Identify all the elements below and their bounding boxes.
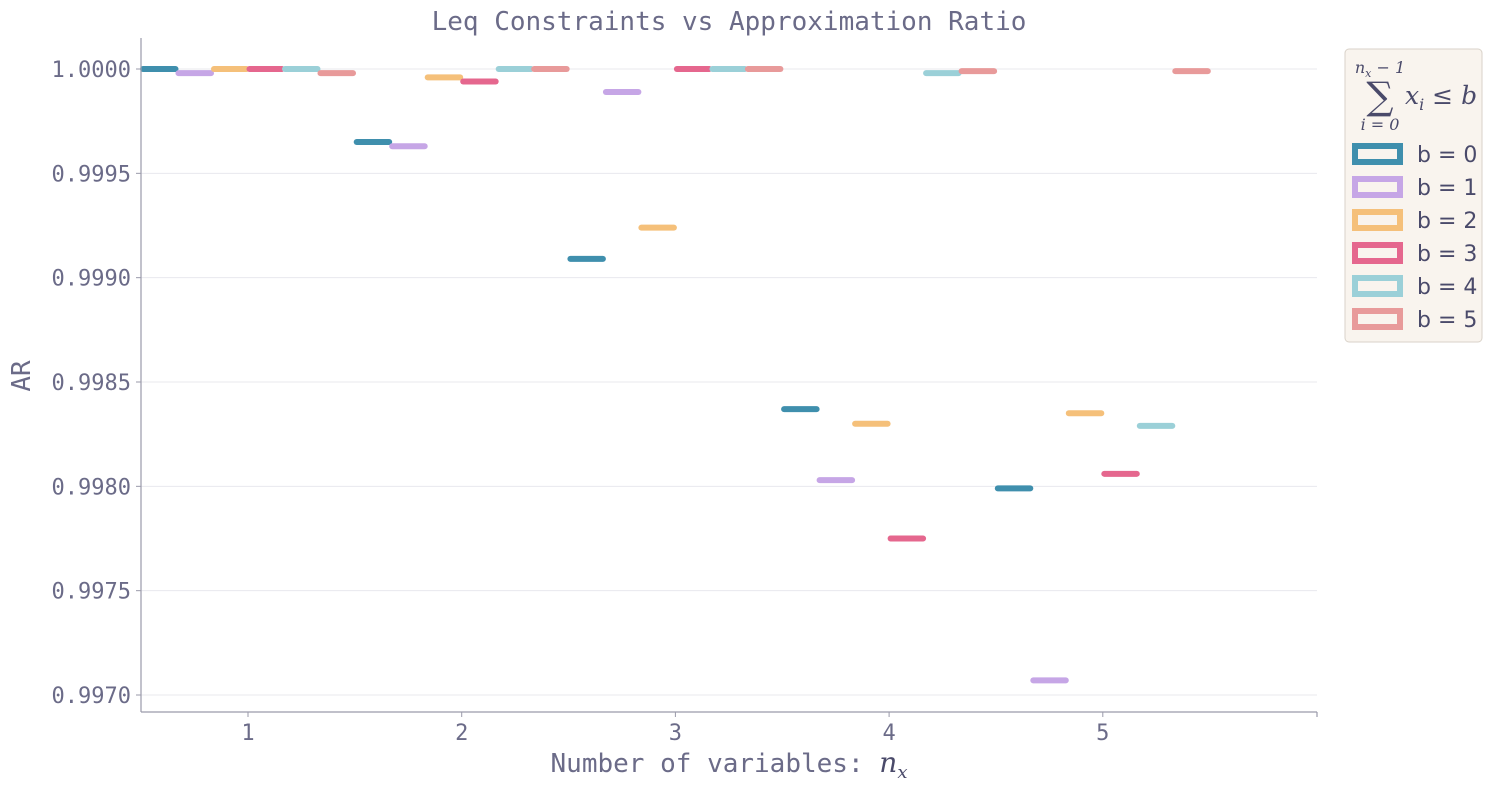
y-tick-label: 1.0000 xyxy=(52,58,131,83)
legend-title-sigma: ∑ xyxy=(1366,74,1393,118)
legend: nx − 1 ∑ i = 0 xi ≤ b b = 0b = 1b = 2b =… xyxy=(1344,48,1483,343)
chart-title: Leq Constraints vs Approximation Ratio xyxy=(432,7,1027,37)
y-tick-label: 0.9990 xyxy=(52,267,131,292)
x-axis-label-var: n xyxy=(879,746,897,779)
legend-title-expr: xi ≤ b xyxy=(1405,81,1477,114)
legend-label: b = 3 xyxy=(1417,242,1477,267)
y-tick-label: 0.9985 xyxy=(52,371,131,396)
y-tick-label: 0.9970 xyxy=(52,684,131,709)
legend-item-b1: b = 1 xyxy=(1352,176,1477,201)
legend-swatch xyxy=(1352,308,1403,330)
legend-title: nx − 1 ∑ i = 0 xi ≤ b xyxy=(1355,58,1477,134)
legend-items: b = 0 b = 1 b = 2 b = 3 b = 4 b = 5 xyxy=(1352,143,1477,333)
legend-swatch xyxy=(1352,143,1403,165)
y-ticks: 0.9970 0.9975 0.9980 0.9985 0.9990 0.9995 1.00… xyxy=(52,58,141,709)
x-ticks: 1 2 3 4 5 xyxy=(241,712,1109,746)
legend-title-upper: nx − 1 xyxy=(1355,58,1405,80)
x-tick-label: 2 xyxy=(455,721,468,746)
bars xyxy=(140,66,1211,684)
x-tick-label: 4 xyxy=(882,721,895,746)
y-tick-label: 0.9995 xyxy=(52,162,131,187)
legend-item-b5: b = 5 xyxy=(1352,308,1477,333)
legend-label: b = 0 xyxy=(1417,143,1477,168)
y-tick-label: 0.9980 xyxy=(52,475,131,500)
x-axis-label: Number of variables: nx xyxy=(551,746,908,783)
legend-frame xyxy=(1344,48,1483,343)
x-axis-label-text: Number of variables: xyxy=(551,749,880,779)
y-tick-label: 0.9975 xyxy=(52,580,131,605)
x-tick-label: 3 xyxy=(669,721,682,746)
legend-swatch xyxy=(1352,176,1403,198)
x-tick-label: 5 xyxy=(1096,721,1109,746)
grid xyxy=(141,68,1317,696)
legend-swatch xyxy=(1352,209,1403,231)
legend-label: b = 2 xyxy=(1417,209,1477,234)
legend-item-b4: b = 4 xyxy=(1352,275,1477,300)
legend-label: b = 5 xyxy=(1417,308,1477,333)
legend-title-lower: i = 0 xyxy=(1361,115,1400,134)
x-axis-label-sub: x xyxy=(897,762,907,783)
legend-item-b3: b = 3 xyxy=(1352,242,1477,267)
legend-swatch xyxy=(1352,242,1403,264)
legend-label: b = 4 xyxy=(1417,275,1477,300)
legend-item-b2: b = 2 xyxy=(1352,209,1477,234)
x-tick-label: 1 xyxy=(241,721,254,746)
y-axis-label: AR xyxy=(7,360,37,392)
legend-item-b0: b = 0 xyxy=(1352,143,1477,168)
legend-label: b = 1 xyxy=(1417,176,1477,201)
legend-swatch xyxy=(1352,275,1403,297)
